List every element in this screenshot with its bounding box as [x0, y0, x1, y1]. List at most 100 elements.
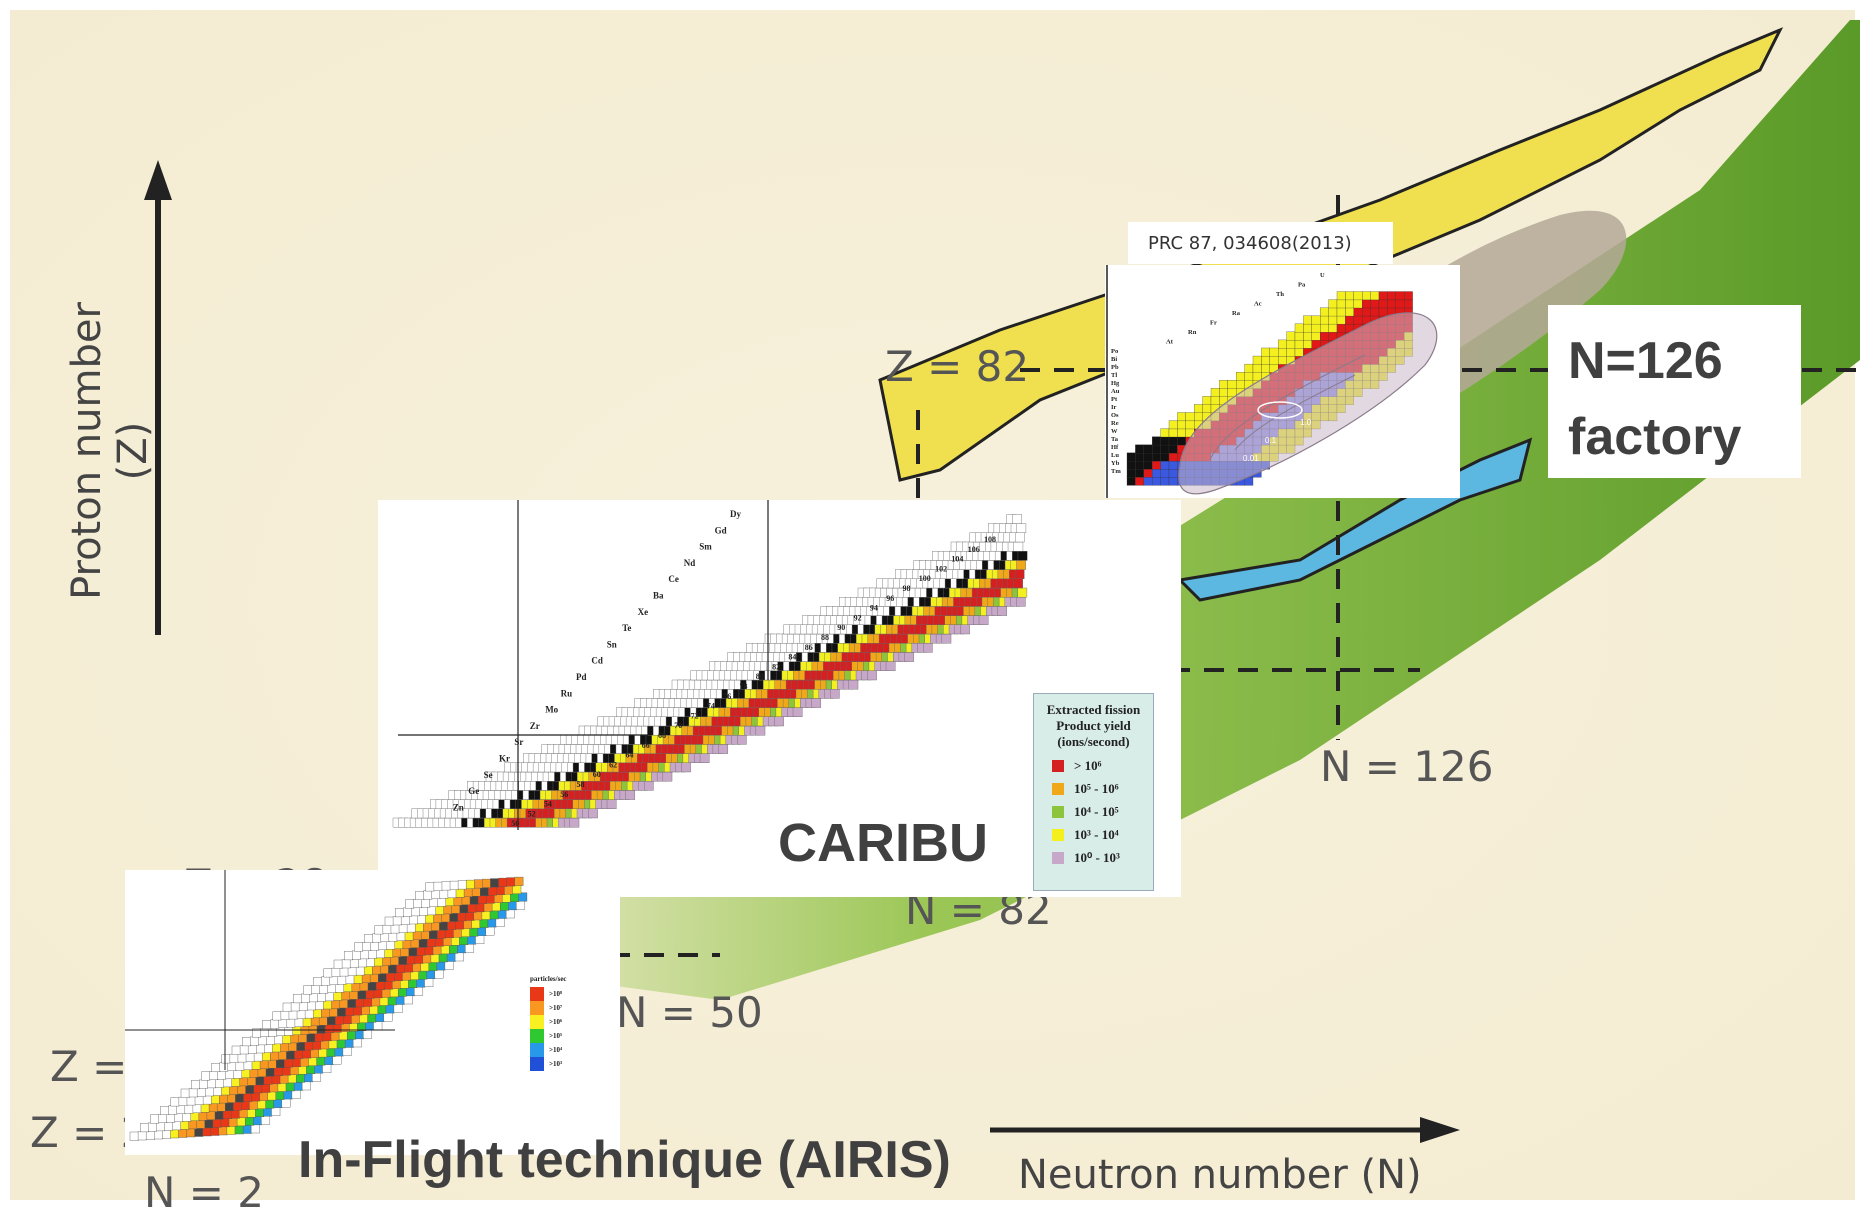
nuclide-cell	[404, 963, 414, 973]
nuclide-cell	[204, 1119, 214, 1129]
nuclide-cell	[237, 1085, 247, 1095]
nuclide-cell	[1294, 323, 1304, 333]
nuclide-cell	[145, 1130, 155, 1140]
nuclide-cell	[328, 1039, 338, 1049]
nuclide-cell	[459, 904, 469, 914]
nuclide-cell	[475, 903, 485, 913]
label-n50: N = 50	[616, 988, 763, 1037]
legend-swatch	[530, 1043, 544, 1057]
caribu-legend-entry: 10⁰ - 10³	[1052, 850, 1153, 866]
nuclide-cell	[310, 1016, 320, 1026]
nuclide-cell	[270, 1019, 280, 1029]
nuclide-cell	[457, 880, 467, 890]
caribu-legend: Extracted fission Product yield (ions/se…	[1033, 693, 1154, 891]
airis-legend-entry: >10⁶	[530, 1015, 610, 1029]
nuclide-cell	[381, 988, 391, 998]
nuclide-cell	[214, 1110, 224, 1120]
nuclide-cell	[1143, 460, 1153, 470]
nuclide-cell	[1202, 396, 1212, 405]
nuclide-cell	[341, 959, 351, 969]
n126-citation: PRC 87, 034608(2013)	[1148, 232, 1352, 254]
nuclide-cell	[307, 1001, 316, 1011]
neutron-number-label: 72	[691, 711, 699, 720]
nuclide-cell	[247, 1076, 257, 1086]
nuclide-cell	[284, 1058, 293, 1068]
nuclide-cell	[273, 1067, 283, 1077]
nuclide-cell	[170, 1097, 180, 1107]
nuclide-cell	[1160, 436, 1170, 446]
nuclide-cell	[170, 1129, 180, 1139]
n126-panel: 1.0 0.1 0.01 U Pa Th Ac Ra Fr Rn At Po Bi Pb Tl Hg Au Pt I…	[1105, 265, 1460, 498]
element-label: Lu	[1111, 452, 1119, 459]
nuclide-cell	[213, 1086, 223, 1096]
nuclide-cell	[222, 1110, 232, 1120]
nuclide-cell	[330, 1031, 340, 1041]
neutron-number-label: 58	[577, 780, 585, 789]
nuclide-cell	[279, 1074, 289, 1084]
nuclide-cell	[393, 1003, 403, 1013]
nuclide-cell	[488, 886, 497, 896]
nuclide-cell	[1135, 444, 1144, 454]
nuclide-cell	[662, 771, 673, 782]
nuclide-cell	[280, 1042, 290, 1052]
legend-label: >10⁷	[549, 1004, 563, 1012]
nuclide-cell	[221, 1086, 231, 1096]
nuclide-cell	[416, 978, 426, 988]
nuclide-cell	[1294, 339, 1304, 349]
nuclide-cell	[321, 1008, 330, 1018]
nuclide-cell	[361, 1005, 371, 1015]
nuclide-cell	[1236, 380, 1245, 389]
element-label: Bi	[1111, 356, 1117, 363]
nuclide-cell	[383, 1012, 393, 1022]
nuclide-cell	[885, 661, 896, 672]
nuclide-cell	[490, 878, 500, 888]
nuclide-cell	[445, 929, 455, 938]
nuclide-cell	[255, 1108, 265, 1118]
nuclide-cell	[355, 966, 365, 976]
nuclide-cell	[396, 963, 406, 973]
nuclide-cell	[353, 974, 363, 984]
neutron-number-label: 68	[658, 731, 666, 740]
element-label: Au	[1111, 388, 1120, 395]
contour-label: 0.01	[1243, 454, 1259, 463]
nuclide-cell	[209, 1071, 219, 1081]
caribu-legend-entry: 10³ - 10⁴	[1052, 827, 1153, 843]
label-z82: Z = 82	[885, 342, 1030, 391]
nuclide-cell	[357, 990, 367, 1000]
nuclide-cell	[1168, 476, 1178, 486]
nuclide-cell	[369, 973, 379, 983]
neutron-number-label: 70	[674, 721, 682, 730]
nuclide-cell	[1370, 291, 1380, 301]
nuclide-cell	[433, 881, 443, 891]
nuclide-cell	[427, 906, 437, 916]
nuclide-cell	[278, 1018, 288, 1028]
nuclide-cell	[1227, 388, 1237, 397]
nuclide-cell	[309, 993, 319, 1003]
neutron-number-label: 96	[886, 594, 894, 603]
legend-label: 10⁵ - 10⁶	[1074, 781, 1119, 796]
nuclide-cell	[453, 896, 463, 906]
nuclide-cell	[1168, 452, 1178, 462]
nuclide-cell	[1303, 339, 1312, 349]
nuclide-cell	[347, 998, 357, 1008]
nuclide-cell	[1303, 315, 1312, 325]
nuclide-cell	[1303, 331, 1312, 341]
nuclide-cell	[335, 983, 345, 993]
nuclide-cell	[295, 1073, 305, 1083]
nuclide-cell	[284, 1026, 294, 1036]
nuclide-cell	[231, 1045, 241, 1055]
element-label: Gd	[715, 525, 727, 535]
nuclide-cell	[207, 1079, 217, 1089]
neutron-number-label: 90	[837, 623, 845, 632]
nuclide-cell	[441, 881, 451, 891]
nuclide-cell	[1395, 291, 1405, 301]
nuclide-cell	[331, 999, 341, 1009]
element-label: Pb	[1111, 364, 1119, 371]
nuclide-cell	[1378, 299, 1388, 309]
neutron-number-label: 64	[625, 751, 633, 760]
nuclide-cell	[1152, 468, 1161, 478]
nuclide-cell	[1269, 355, 1279, 365]
nuclide-cell	[298, 1033, 308, 1043]
neutron-number-label: 76	[723, 692, 731, 701]
nuclide-cell	[253, 1116, 262, 1126]
